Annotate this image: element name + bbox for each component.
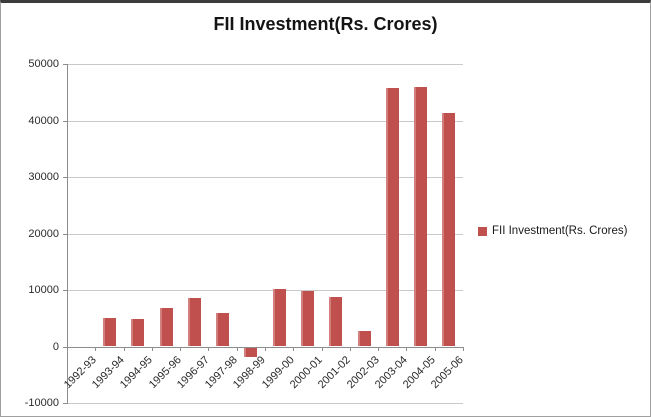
x-axis-tick bbox=[236, 346, 238, 351]
gridline bbox=[67, 177, 463, 178]
y-tick-label: 30000 bbox=[28, 171, 59, 183]
bar-2000-01 bbox=[300, 290, 314, 347]
y-tick-label: 0 bbox=[52, 340, 59, 353]
bar-1993-94 bbox=[102, 317, 116, 347]
bar-2005-06 bbox=[442, 112, 456, 347]
y-axis-tick bbox=[63, 403, 67, 404]
bar-1994-95 bbox=[131, 319, 145, 347]
bar-1998-99 bbox=[244, 347, 258, 357]
x-axis-tick bbox=[378, 346, 380, 351]
bar-1996-97 bbox=[187, 297, 201, 347]
x-axis-tick bbox=[180, 346, 182, 351]
y-tick-label: 10000 bbox=[28, 284, 59, 296]
legend-swatch-icon bbox=[478, 226, 487, 236]
y-tick-label: 50000 bbox=[28, 58, 59, 70]
bar-2001-02 bbox=[329, 297, 343, 347]
bar-1997-98 bbox=[216, 313, 230, 347]
x-axis-tick bbox=[151, 346, 153, 351]
legend: FII Investment(Rs. Crores) bbox=[478, 225, 627, 237]
x-axis-tick bbox=[293, 346, 295, 351]
x-axis-tick bbox=[463, 346, 464, 351]
x-axis-tick bbox=[321, 346, 323, 351]
legend-series-label: FII Investment(Rs. Crores) bbox=[492, 225, 628, 237]
y-axis-tick bbox=[63, 177, 67, 178]
gridline bbox=[67, 403, 463, 404]
gridline bbox=[67, 233, 463, 235]
y-axis-tick bbox=[63, 346, 67, 348]
x-axis-tick bbox=[349, 346, 351, 351]
y-tick-label: 40000 bbox=[28, 114, 59, 127]
x-axis-tick bbox=[67, 346, 68, 351]
y-tick-label: -10000 bbox=[24, 397, 59, 409]
y-tick-label: 20000 bbox=[28, 227, 59, 240]
gridline bbox=[67, 64, 463, 65]
bar-2003-04 bbox=[385, 87, 399, 347]
y-axis-tick bbox=[63, 120, 67, 122]
gridline bbox=[67, 290, 463, 291]
x-axis-tick bbox=[406, 346, 408, 351]
plot-area: 50000 40000 30000 20000 10000 0 -10000 1992-93 1… bbox=[25, 58, 467, 409]
x-axis-tick bbox=[265, 346, 266, 351]
gridline bbox=[67, 120, 463, 122]
bar-2004-05 bbox=[414, 87, 428, 347]
y-axis-tick bbox=[63, 290, 67, 291]
x-axis-tick bbox=[434, 346, 436, 351]
x-axis-tick bbox=[95, 346, 97, 351]
bar-2002-03 bbox=[357, 331, 371, 347]
y-axis-tick bbox=[63, 233, 67, 235]
bar-1999-00 bbox=[272, 289, 286, 347]
chart-title: FII Investment(Rs. Crores) bbox=[213, 14, 438, 34]
x-axis-tick bbox=[123, 346, 125, 351]
y-axis-line bbox=[67, 64, 68, 404]
x-axis-tick bbox=[208, 346, 210, 351]
bar-1995-96 bbox=[159, 307, 173, 347]
y-axis-tick bbox=[63, 64, 67, 65]
